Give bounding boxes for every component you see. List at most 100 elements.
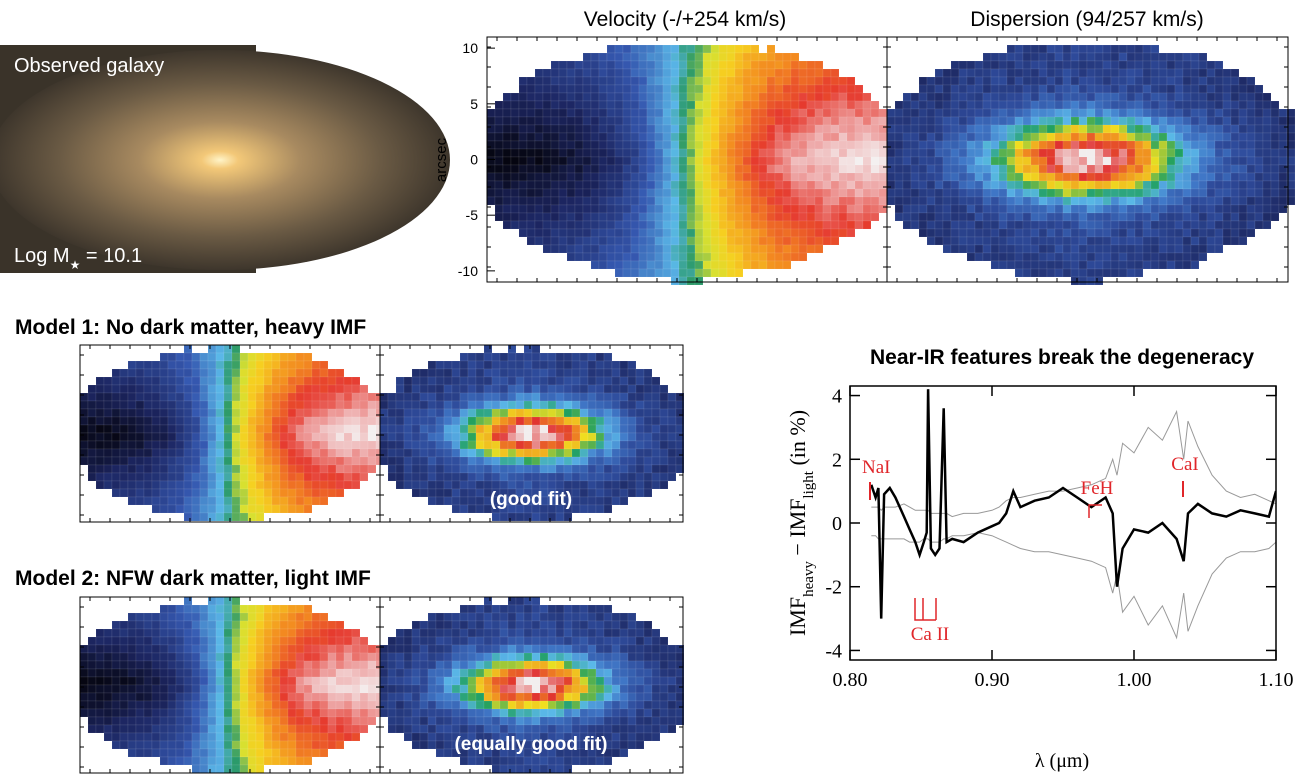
- map-pixel: [1206, 180, 1216, 190]
- map-pixel: [643, 472, 653, 482]
- map-pixel: [207, 716, 217, 726]
- map-pixel: [1206, 212, 1216, 222]
- map-pixel: [1126, 60, 1136, 70]
- map-pixel: [103, 652, 113, 662]
- map-pixel: [1150, 212, 1160, 222]
- map-pixel: [582, 196, 592, 206]
- map-pixel: [603, 604, 613, 614]
- map-pixel: [598, 188, 608, 198]
- map-pixel: [335, 644, 345, 654]
- map-pixel: [367, 424, 377, 434]
- map-pixel: [1070, 52, 1080, 62]
- map-pixel: [467, 604, 477, 614]
- map-pixel: [287, 668, 297, 678]
- map-pixel: [335, 480, 345, 490]
- map-pixel: [523, 604, 533, 614]
- map-pixel: [1134, 84, 1144, 94]
- map-pixel: [822, 236, 832, 246]
- map-pixel: [499, 628, 509, 638]
- map-pixel: [1078, 180, 1088, 190]
- map-pixel: [95, 400, 105, 410]
- map-pixel: [1102, 100, 1112, 110]
- map-pixel: [1142, 124, 1152, 134]
- map-pixel: [327, 684, 337, 694]
- map-pixel: [838, 100, 848, 110]
- map-pixel: [974, 228, 984, 238]
- map-pixel: [151, 740, 161, 750]
- map-pixel: [598, 172, 608, 182]
- map-pixel: [403, 408, 413, 418]
- map-pixel: [95, 708, 105, 718]
- map-pixel: [199, 368, 209, 378]
- map-pixel: [287, 504, 297, 514]
- map-pixel: [934, 188, 944, 198]
- map-pixel: [215, 496, 225, 506]
- map-pixel: [523, 480, 533, 490]
- map-pixel: [990, 100, 1000, 110]
- map-pixel: [515, 376, 525, 386]
- map-pixel: [998, 204, 1008, 214]
- map-pixel: [590, 244, 600, 254]
- map-pixel: [582, 228, 592, 238]
- map-pixel: [587, 384, 597, 394]
- map-pixel: [1062, 172, 1072, 182]
- map-pixel: [710, 44, 720, 54]
- map-pixel: [531, 456, 541, 466]
- map-pixel: [435, 424, 445, 434]
- map-pixel: [582, 52, 592, 62]
- map-pixel: [1110, 76, 1120, 86]
- map-pixel: [387, 440, 397, 450]
- map-pixel: [475, 432, 485, 442]
- map-pixel: [1222, 228, 1232, 238]
- map-pixel: [1006, 156, 1016, 166]
- map-pixel: [287, 716, 297, 726]
- map-pixel: [499, 384, 509, 394]
- map-pixel: [263, 424, 273, 434]
- map-pixel: [191, 676, 201, 686]
- map-pixel: [694, 68, 704, 78]
- map-pixel: [566, 236, 576, 246]
- map-pixel: [215, 620, 225, 630]
- map-pixel: [1166, 188, 1176, 198]
- map-pixel: [790, 100, 800, 110]
- map-pixel: [435, 620, 445, 630]
- map-pixel: [502, 92, 512, 102]
- map-pixel: [627, 488, 637, 498]
- map-pixel: [990, 92, 1000, 102]
- map-pixel: [574, 236, 584, 246]
- map-pixel: [255, 504, 265, 514]
- map-pixel: [427, 472, 437, 482]
- map-pixel: [215, 636, 225, 646]
- map-pixel: [167, 400, 177, 410]
- map-pixel: [587, 472, 597, 482]
- map-pixel: [742, 140, 752, 150]
- map-pixel: [151, 724, 161, 734]
- map-pixel: [526, 212, 536, 222]
- map-pixel: [143, 464, 153, 474]
- map-pixel: [1222, 212, 1232, 222]
- map-pixel: [638, 92, 648, 102]
- map-pixel: [830, 172, 840, 182]
- map-pixel: [974, 140, 984, 150]
- map-pixel: [287, 432, 297, 442]
- map-pixel: [902, 188, 912, 198]
- map-pixel: [574, 244, 584, 254]
- map-pixel: [1054, 220, 1064, 230]
- map-pixel: [822, 108, 832, 118]
- map-pixel: [343, 456, 353, 466]
- map-pixel: [207, 732, 217, 742]
- map-pixel: [598, 140, 608, 150]
- map-pixel: [710, 132, 720, 142]
- map-pixel: [1174, 108, 1184, 118]
- map-pixel: [563, 472, 573, 482]
- map-pixel: [191, 432, 201, 442]
- map-pixel: [1150, 188, 1160, 198]
- map-pixel: [934, 236, 944, 246]
- map-pixel: [822, 84, 832, 94]
- map-pixel: [159, 488, 169, 498]
- map-pixel: [603, 628, 613, 638]
- map-pixel: [510, 164, 520, 174]
- map-pixel: [782, 172, 792, 182]
- map-pixel: [239, 368, 249, 378]
- map-pixel: [271, 352, 281, 362]
